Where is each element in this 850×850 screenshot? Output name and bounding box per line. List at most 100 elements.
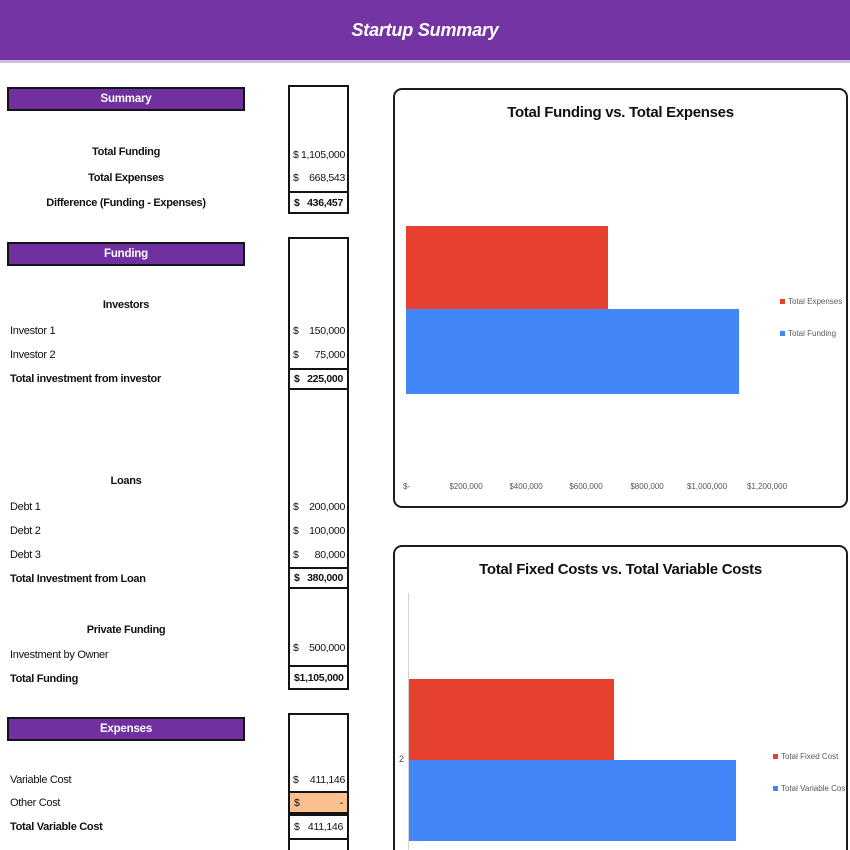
currency-symbol: $ [293,501,299,513]
label-total-expenses: Total Expenses [88,172,164,184]
currency-symbol: $ [293,549,299,561]
label-total-investment-investor: Total investment from investor [10,373,161,385]
label-debt-3: Debt 3 [10,549,41,561]
chart-title: Total Fixed Costs vs. Total Variable Cos… [479,561,762,578]
legend-label: Total Funding [788,329,837,338]
cell-investment-by-owner-value[interactable]: $ 500,000 [293,642,345,655]
cell-value: 380,000 [307,572,343,584]
cell-total-variable-cost-value[interactable]: $ 411,146 [288,814,349,840]
currency-symbol: $ [293,774,299,786]
cell-investor-2-value[interactable]: $ 75,000 [293,349,345,362]
cell-total-investment-investor-value[interactable]: $ 225,000 [288,368,349,390]
label-debt-2: Debt 2 [10,525,41,537]
cell-value: 80,000 [314,549,346,561]
legend-swatch-red [780,299,785,304]
bar-total-variable-cost [409,760,736,841]
label-total-funding: Total Funding [92,146,160,158]
cell-investor-1-value[interactable]: $ 150,000 [293,325,345,338]
cell-value: 1,105,000 [299,671,344,684]
currency-symbol: $ [294,373,300,385]
legend-item-total-expenses: Total Expenses [780,297,842,306]
x-tick: $1,200,000 [746,482,788,491]
label-debt-1: Debt 1 [10,501,41,513]
expenses-header-label: Expenses [99,723,153,735]
legend-label: Total Variable Cost [781,784,848,793]
label-total-funding-bottom: Total Funding [10,673,78,685]
currency-symbol: $ [294,572,300,584]
legend-label: Total Fixed Cost [781,752,839,761]
cell-value: 436,457 [307,196,343,209]
bar-total-fixed-cost [409,679,614,760]
cell-debt-1-value[interactable]: $ 200,000 [293,501,345,514]
cell-value: 200,000 [309,501,345,513]
legend-item-total-fixed-cost: Total Fixed Cost [773,752,838,761]
cell-variable-cost-value[interactable]: $ 411,146 [293,774,345,787]
legend-swatch-blue [773,786,778,791]
cell-other-cost-input[interactable]: $ - [288,791,349,814]
legend-item-total-variable-cost: Total Variable Cost [773,784,848,793]
label-investor-2: Investor 2 [10,349,56,361]
y-axis-line [408,593,409,850]
currency-symbol: $ [293,349,299,361]
label-variable-cost: Variable Cost [10,774,72,786]
label-loans-group: Loans [110,475,142,487]
label-private-funding-group: Private Funding [86,624,166,636]
bar-total-funding [406,309,739,394]
chart-title: Total Funding vs. Total Expenses [507,104,734,121]
summary-header-label: Summary [100,93,152,105]
label-other-cost: Other Cost [10,797,61,809]
cell-total-funding-value-bottom[interactable]: $ 1,105,000 [288,665,349,690]
chart-funding-vs-expenses: Total Funding vs. Total Expenses $- $200… [393,88,848,508]
funding-header-label: Funding [104,248,148,260]
label-investment-by-owner: Investment by Owner [10,649,109,661]
cell-value: 225,000 [307,373,343,385]
x-tick: $- [403,482,411,491]
expenses-section-header: Expenses [7,717,245,741]
currency-symbol: $ [294,196,300,209]
x-tick: $600,000 [569,482,603,491]
cell-value: 411,146 [307,821,343,833]
cell-total-investment-loan-value[interactable]: $ 380,000 [288,567,349,589]
cell-value: 1,105,000 [300,149,345,161]
currency-symbol: $ [293,325,299,337]
label-investors-group: Investors [102,299,150,311]
label-total-investment-loan: Total Investment from Loan [10,573,146,585]
currency-symbol: $ [293,525,299,537]
funding-value-box [288,237,349,690]
legend-label: Total Expenses [788,297,843,306]
label-difference: Difference (Funding - Expenses) [46,197,206,209]
cell-value: 668,543 [309,172,345,184]
cell-total-expenses-value[interactable]: $ 668,543 [293,172,345,185]
currency-symbol: $ [293,642,299,654]
cell-value: 150,000 [309,325,345,337]
page-title: Startup Summary [351,19,499,40]
funding-section-header: Funding [7,242,245,266]
currency-symbol: $ [294,796,300,809]
chart-fixed-vs-variable-costs: Total Fixed Costs vs. Total Variable Cos… [393,545,848,850]
x-tick: $1,000,000 [686,482,728,491]
bar-total-expenses [406,226,608,309]
cell-value: 100,000 [309,525,345,537]
cell-difference-value[interactable]: $ 436,457 [288,191,349,214]
cell-value: 75,000 [314,349,346,361]
y-axis-category-label: 2 [399,754,405,764]
currency-symbol: $ [294,821,300,833]
label-total-variable-cost: Total Variable Cost [10,821,103,833]
legend-swatch-red [773,754,778,759]
x-tick: $400,000 [509,482,543,491]
legend-swatch-blue [780,331,785,336]
cell-value: 411,146 [309,774,345,786]
summary-section-header: Summary [7,87,245,111]
cell-total-funding-value[interactable]: $ 1,105,000 [293,149,345,162]
cell-value: 500,000 [309,642,345,654]
x-tick: $200,000 [449,482,483,491]
label-investor-1: Investor 1 [10,325,56,337]
cell-debt-3-value[interactable]: $ 80,000 [293,549,345,562]
cell-debt-2-value[interactable]: $ 100,000 [293,525,345,538]
title-banner: Startup Summary [0,0,850,63]
currency-symbol: $ [293,172,299,184]
currency-symbol: $ [293,149,299,161]
legend-item-total-funding: Total Funding [780,329,836,338]
cell-value: - [339,796,344,809]
